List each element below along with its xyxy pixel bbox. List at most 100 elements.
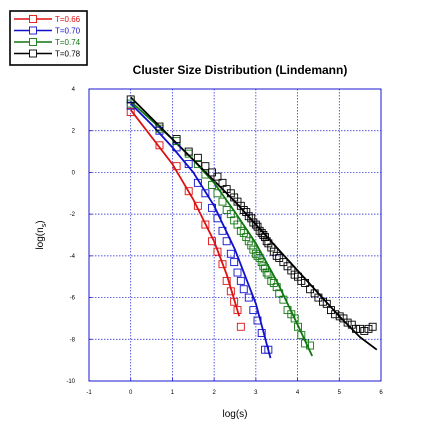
data-point-series-1 bbox=[226, 249, 235, 258]
y-tick-label: 4 bbox=[72, 87, 76, 93]
legend-marker bbox=[29, 26, 37, 35]
data-point-series-1 bbox=[172, 143, 181, 152]
data-point-series-3 bbox=[275, 253, 284, 262]
fit-line-series-0 bbox=[129, 109, 241, 317]
data-point-series-3 bbox=[331, 310, 340, 319]
y-tick-label: -10 bbox=[66, 379, 75, 385]
data-point-series-3 bbox=[264, 239, 273, 248]
data-point-series-2 bbox=[275, 289, 284, 298]
data-point-series-0 bbox=[230, 297, 239, 306]
data-point-series-3 bbox=[193, 153, 202, 162]
data-point-series-2 bbox=[222, 206, 231, 214]
chart-title: Cluster Size Distribution (Lindemann) bbox=[133, 63, 348, 77]
x-tick-label: 4 bbox=[296, 390, 300, 396]
data-point-series-1 bbox=[213, 214, 222, 223]
legend-marker bbox=[29, 49, 37, 58]
x-tick-label: 5 bbox=[338, 390, 342, 396]
data-point-series-3 bbox=[279, 258, 288, 267]
x-axis-label: log(s) bbox=[222, 409, 247, 420]
x-axis-ticks: -1 0 1 2 3 4 5 6 bbox=[86, 390, 383, 396]
data-point-series-1 bbox=[201, 189, 210, 198]
data-point-series-3 bbox=[126, 95, 135, 104]
plot-frame bbox=[88, 88, 382, 382]
data-point-series-1 bbox=[222, 237, 231, 246]
data-point-series-2 bbox=[269, 279, 278, 287]
data-point-series-3 bbox=[249, 218, 258, 227]
data-point-series-1 bbox=[253, 316, 262, 325]
x-tick-label: 6 bbox=[379, 390, 383, 396]
data-point-series-0 bbox=[193, 201, 202, 210]
data-point-series-2 bbox=[249, 245, 258, 254]
y-tick-label: -2 bbox=[70, 212, 76, 218]
data-point-series-3 bbox=[222, 185, 231, 194]
data-point-series-3 bbox=[262, 237, 271, 246]
data-point-series-2 bbox=[253, 251, 262, 260]
data-point-series-3 bbox=[364, 324, 373, 333]
data-point-series-2 bbox=[208, 180, 217, 189]
data-point-series-0 bbox=[213, 247, 222, 256]
data-point-series-2 bbox=[306, 341, 315, 350]
data-point-series-3 bbox=[272, 251, 281, 260]
data-point-series-3 bbox=[356, 324, 365, 333]
data-point-series-0 bbox=[236, 322, 245, 331]
y-axis-label-subscript: s bbox=[41, 223, 48, 227]
legend-label: T=0.74 bbox=[55, 38, 81, 47]
data-point-series-3 bbox=[218, 178, 227, 187]
legend-label: T=0.78 bbox=[55, 50, 81, 59]
y-tick-label: -6 bbox=[70, 296, 76, 302]
data-point-series-3 bbox=[269, 247, 278, 256]
legend: T=0.66 T=0.70 T=0.74 T=0.78 bbox=[9, 10, 88, 66]
data-point-series-3 bbox=[239, 206, 248, 214]
x-tick-label: 3 bbox=[254, 390, 258, 396]
legend-marker bbox=[29, 15, 37, 23]
data-point-series-3 bbox=[236, 201, 245, 210]
data-point-series-3 bbox=[339, 314, 348, 323]
data-markers bbox=[126, 95, 377, 354]
data-point-series-1 bbox=[239, 285, 248, 294]
data-point-series-1 bbox=[184, 160, 193, 169]
data-point-series-1 bbox=[244, 293, 253, 302]
y-tick-label: -8 bbox=[70, 337, 76, 343]
y-tick-label: -4 bbox=[70, 254, 76, 260]
data-point-series-1 bbox=[236, 276, 245, 285]
data-point-series-3 bbox=[244, 212, 253, 221]
data-point-series-0 bbox=[208, 237, 217, 246]
data-point-series-3 bbox=[322, 299, 331, 308]
data-point-series-1 bbox=[249, 306, 258, 315]
data-point-series-3 bbox=[201, 162, 210, 171]
data-point-series-3 bbox=[301, 279, 310, 287]
data-point-series-2 bbox=[126, 99, 135, 108]
y-tick-label: 2 bbox=[72, 129, 76, 135]
data-point-series-1 bbox=[218, 226, 227, 235]
data-point-series-2 bbox=[279, 295, 288, 304]
data-point-series-1 bbox=[230, 258, 239, 267]
data-point-series-3 bbox=[155, 122, 164, 131]
data-point-series-1 bbox=[193, 178, 202, 187]
data-point-series-0 bbox=[184, 187, 193, 196]
data-point-series-2 bbox=[242, 233, 251, 242]
y-axis-label: log(ns) bbox=[35, 220, 48, 249]
x-tick-label: 2 bbox=[212, 390, 216, 396]
data-point-series-2 bbox=[255, 253, 264, 262]
x-tick-label: 1 bbox=[171, 390, 175, 396]
fit-line-series-3 bbox=[130, 96, 378, 351]
y-axis-label-main: log(n bbox=[35, 227, 46, 249]
y-axis-label-close: ) bbox=[35, 220, 46, 223]
data-point-series-3 bbox=[306, 285, 315, 294]
data-point-series-3 bbox=[213, 172, 222, 181]
data-point-series-2 bbox=[272, 283, 281, 292]
data-point-series-2 bbox=[236, 226, 245, 235]
data-point-series-3 bbox=[368, 322, 377, 331]
data-point-series-1 bbox=[264, 345, 273, 354]
data-point-series-3 bbox=[347, 320, 356, 329]
data-point-series-1 bbox=[257, 329, 266, 337]
data-point-series-0 bbox=[222, 276, 231, 285]
data-point-series-3 bbox=[352, 324, 360, 333]
data-point-series-3 bbox=[184, 147, 193, 156]
data-point-series-0 bbox=[126, 107, 135, 116]
plot-area bbox=[88, 88, 382, 382]
data-point-series-0 bbox=[233, 306, 242, 315]
data-point-series-1 bbox=[208, 203, 217, 212]
legend-frame bbox=[9, 10, 88, 66]
